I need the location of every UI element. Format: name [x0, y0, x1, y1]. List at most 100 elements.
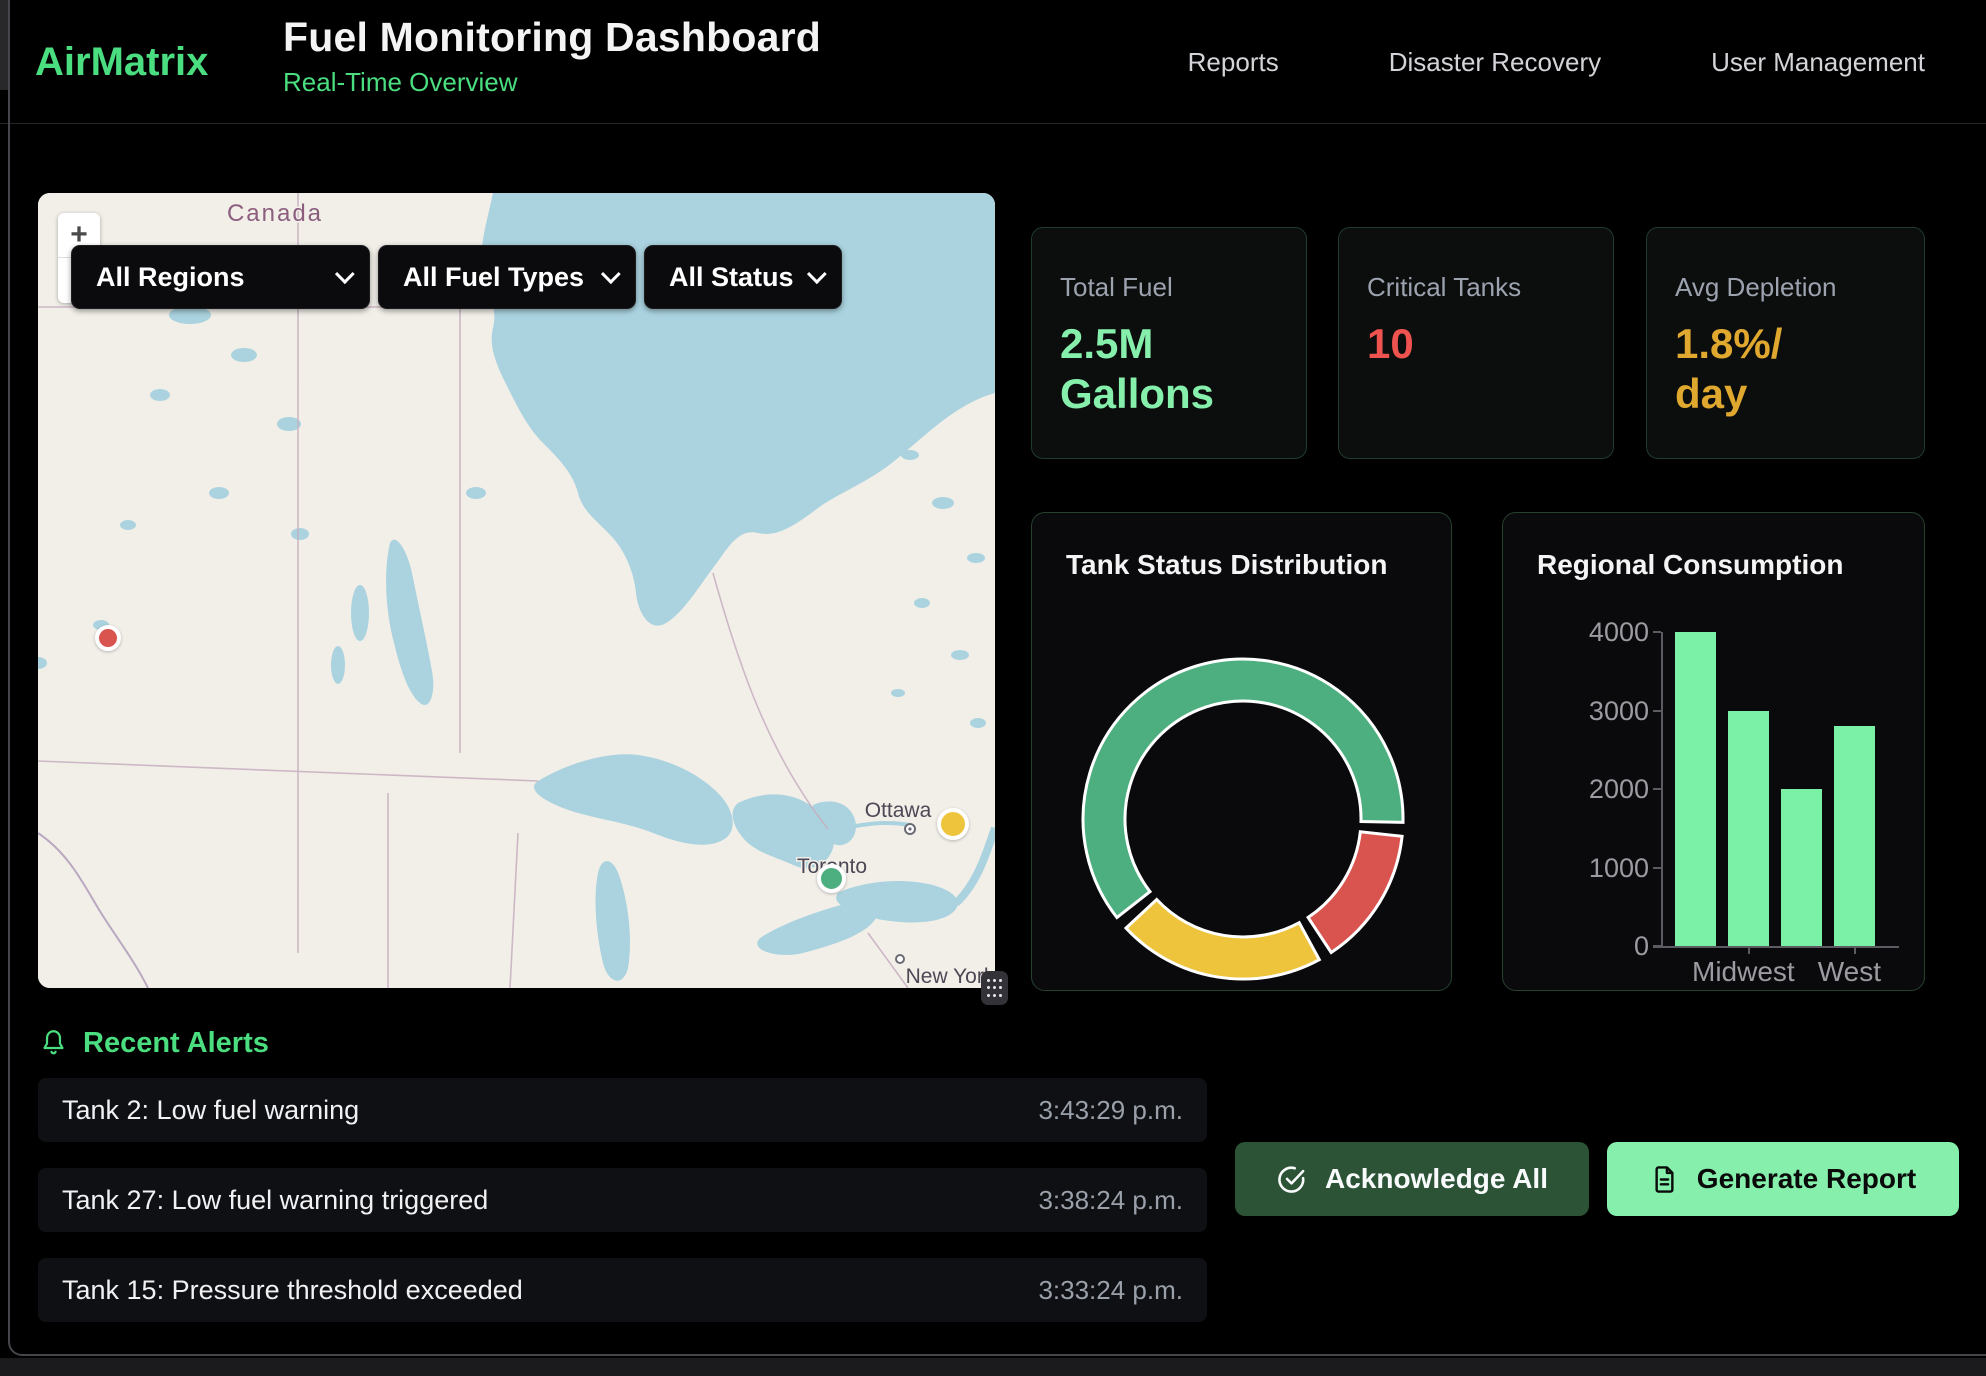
header: AirMatrix Fuel Monitoring Dashboard Real… [0, 0, 1986, 124]
lake [932, 497, 954, 509]
stat-card-critical-tanks: Critical Tanks 10 [1338, 227, 1614, 459]
bar-slot [1722, 632, 1775, 946]
bar-track [1669, 632, 1881, 946]
generate-report-label: Generate Report [1697, 1163, 1916, 1195]
alert-row[interactable]: Tank 2: Low fuel warning 3:43:29 p.m. [38, 1078, 1207, 1142]
x-tick [1854, 946, 1856, 954]
chevron-down-icon [807, 264, 827, 284]
nav-disaster-recovery[interactable]: Disaster Recovery [1389, 47, 1601, 78]
bar-chart-y-axis [1661, 632, 1663, 948]
stat-card-avg-depletion: Avg Depletion 1.8%/ day [1646, 227, 1925, 459]
bar-slot [1828, 632, 1881, 946]
map-marker-critical[interactable] [95, 625, 121, 651]
y-tick [1653, 945, 1661, 947]
stat-label: Total Fuel [1060, 272, 1278, 303]
stat-label: Critical Tanks [1367, 272, 1585, 303]
stat-value: 10 [1367, 319, 1585, 369]
bar [1781, 789, 1822, 946]
bar [1834, 726, 1875, 946]
alert-time: 3:38:24 p.m. [1038, 1185, 1183, 1216]
lake [967, 553, 985, 563]
tank-status-donut-chart [1032, 513, 1453, 992]
window-bottom-strip [0, 1358, 1986, 1376]
bell-icon [40, 1029, 67, 1058]
status-dropdown[interactable]: All Status [644, 245, 842, 309]
tank-status-panel: Tank Status Distribution [1031, 512, 1452, 991]
ottawa-town-dot-inner [908, 827, 911, 830]
stat-value: 1.8%/ day [1675, 319, 1896, 419]
map-canvas[interactable]: Canada Ottawa Toronto New York [38, 193, 995, 988]
alert-row[interactable]: Tank 27: Low fuel warning triggered 3:38… [38, 1168, 1207, 1232]
brand-logo[interactable]: AirMatrix [35, 40, 208, 85]
status-dropdown-value: All Status [669, 262, 794, 293]
map-filters: All Regions All Fuel Types All Status [71, 245, 842, 309]
acknowledge-all-button[interactable]: Acknowledge All [1235, 1142, 1589, 1216]
lake [891, 689, 905, 697]
alert-text: Tank 2: Low fuel warning [62, 1095, 359, 1126]
lake [351, 585, 369, 641]
donut-segment-yellow [1126, 900, 1319, 980]
map-marker-warning[interactable] [937, 808, 969, 840]
check-circle-icon [1276, 1164, 1307, 1195]
donut-segment-red [1308, 832, 1402, 953]
bar-chart-x-axis [1653, 946, 1899, 948]
y-tick [1653, 867, 1661, 869]
title-block: Fuel Monitoring Dashboard Real-Time Over… [283, 14, 821, 98]
bar [1675, 632, 1716, 946]
report-document-icon [1650, 1165, 1679, 1194]
map-marker-normal[interactable] [817, 864, 846, 893]
lake [291, 528, 309, 540]
alert-text: Tank 15: Pressure threshold exceeded [62, 1275, 523, 1306]
y-axis-label: 3000 [1563, 696, 1649, 727]
page-subtitle: Real-Time Overview [283, 67, 821, 98]
regions-dropdown-value: All Regions [96, 262, 245, 293]
x-axis-label: Midwest [1692, 956, 1795, 988]
alerts-title: Recent Alerts [83, 1027, 269, 1060]
map-label-ottawa: Ottawa [865, 799, 932, 822]
alert-time: 3:43:29 p.m. [1038, 1095, 1183, 1126]
bar [1728, 711, 1769, 947]
lake [914, 598, 930, 608]
lake [970, 718, 986, 728]
lake [209, 487, 229, 499]
map-label-canada: Canada [227, 200, 323, 227]
x-axis-label [1795, 956, 1818, 988]
lake [901, 450, 919, 460]
bar-slot [1775, 632, 1828, 946]
fuel-monitoring-dashboard: AirMatrix Fuel Monitoring Dashboard Real… [0, 0, 1986, 1376]
chevron-down-icon [335, 264, 355, 284]
lake [331, 646, 345, 684]
x-axis-labels: Midwest West [1669, 956, 1881, 988]
regional-consumption-panel: Regional Consumption 0 1000 2000 3000 4000 M… [1502, 512, 1925, 991]
nav-user-management[interactable]: User Management [1711, 47, 1925, 78]
y-axis-label: 2000 [1563, 774, 1649, 805]
map[interactable]: Canada Ottawa Toronto New York + − All R… [38, 193, 995, 988]
page-title: Fuel Monitoring Dashboard [283, 14, 821, 61]
lake [120, 520, 136, 530]
top-nav: Reports Disaster Recovery User Managemen… [1188, 0, 1925, 124]
fuel-types-dropdown[interactable]: All Fuel Types [378, 245, 636, 309]
window-edge [0, 0, 8, 90]
chevron-down-icon [601, 264, 621, 284]
y-axis-label: 1000 [1563, 853, 1649, 884]
x-axis-label [1669, 956, 1692, 988]
generate-report-button[interactable]: Generate Report [1607, 1142, 1959, 1216]
resize-handle[interactable] [981, 971, 1008, 1005]
y-axis-label: 0 [1563, 931, 1649, 962]
alerts-header: Recent Alerts [40, 1027, 269, 1060]
new-york-town-dot [896, 955, 904, 963]
x-axis-label: West [1818, 956, 1881, 988]
alert-row[interactable]: Tank 15: Pressure threshold exceeded 3:3… [38, 1258, 1207, 1322]
regional-consumption-title: Regional Consumption [1537, 549, 1843, 581]
y-tick [1653, 631, 1661, 633]
alert-time: 3:33:24 p.m. [1038, 1275, 1183, 1306]
acknowledge-all-label: Acknowledge All [1325, 1163, 1548, 1195]
stat-value: 2.5M Gallons [1060, 319, 1278, 419]
lake [231, 348, 257, 362]
lake [466, 487, 486, 499]
nav-reports[interactable]: Reports [1188, 47, 1279, 78]
regions-dropdown[interactable]: All Regions [71, 245, 370, 309]
y-axis-label: 4000 [1563, 617, 1649, 648]
y-tick [1653, 788, 1661, 790]
lake [951, 650, 969, 660]
